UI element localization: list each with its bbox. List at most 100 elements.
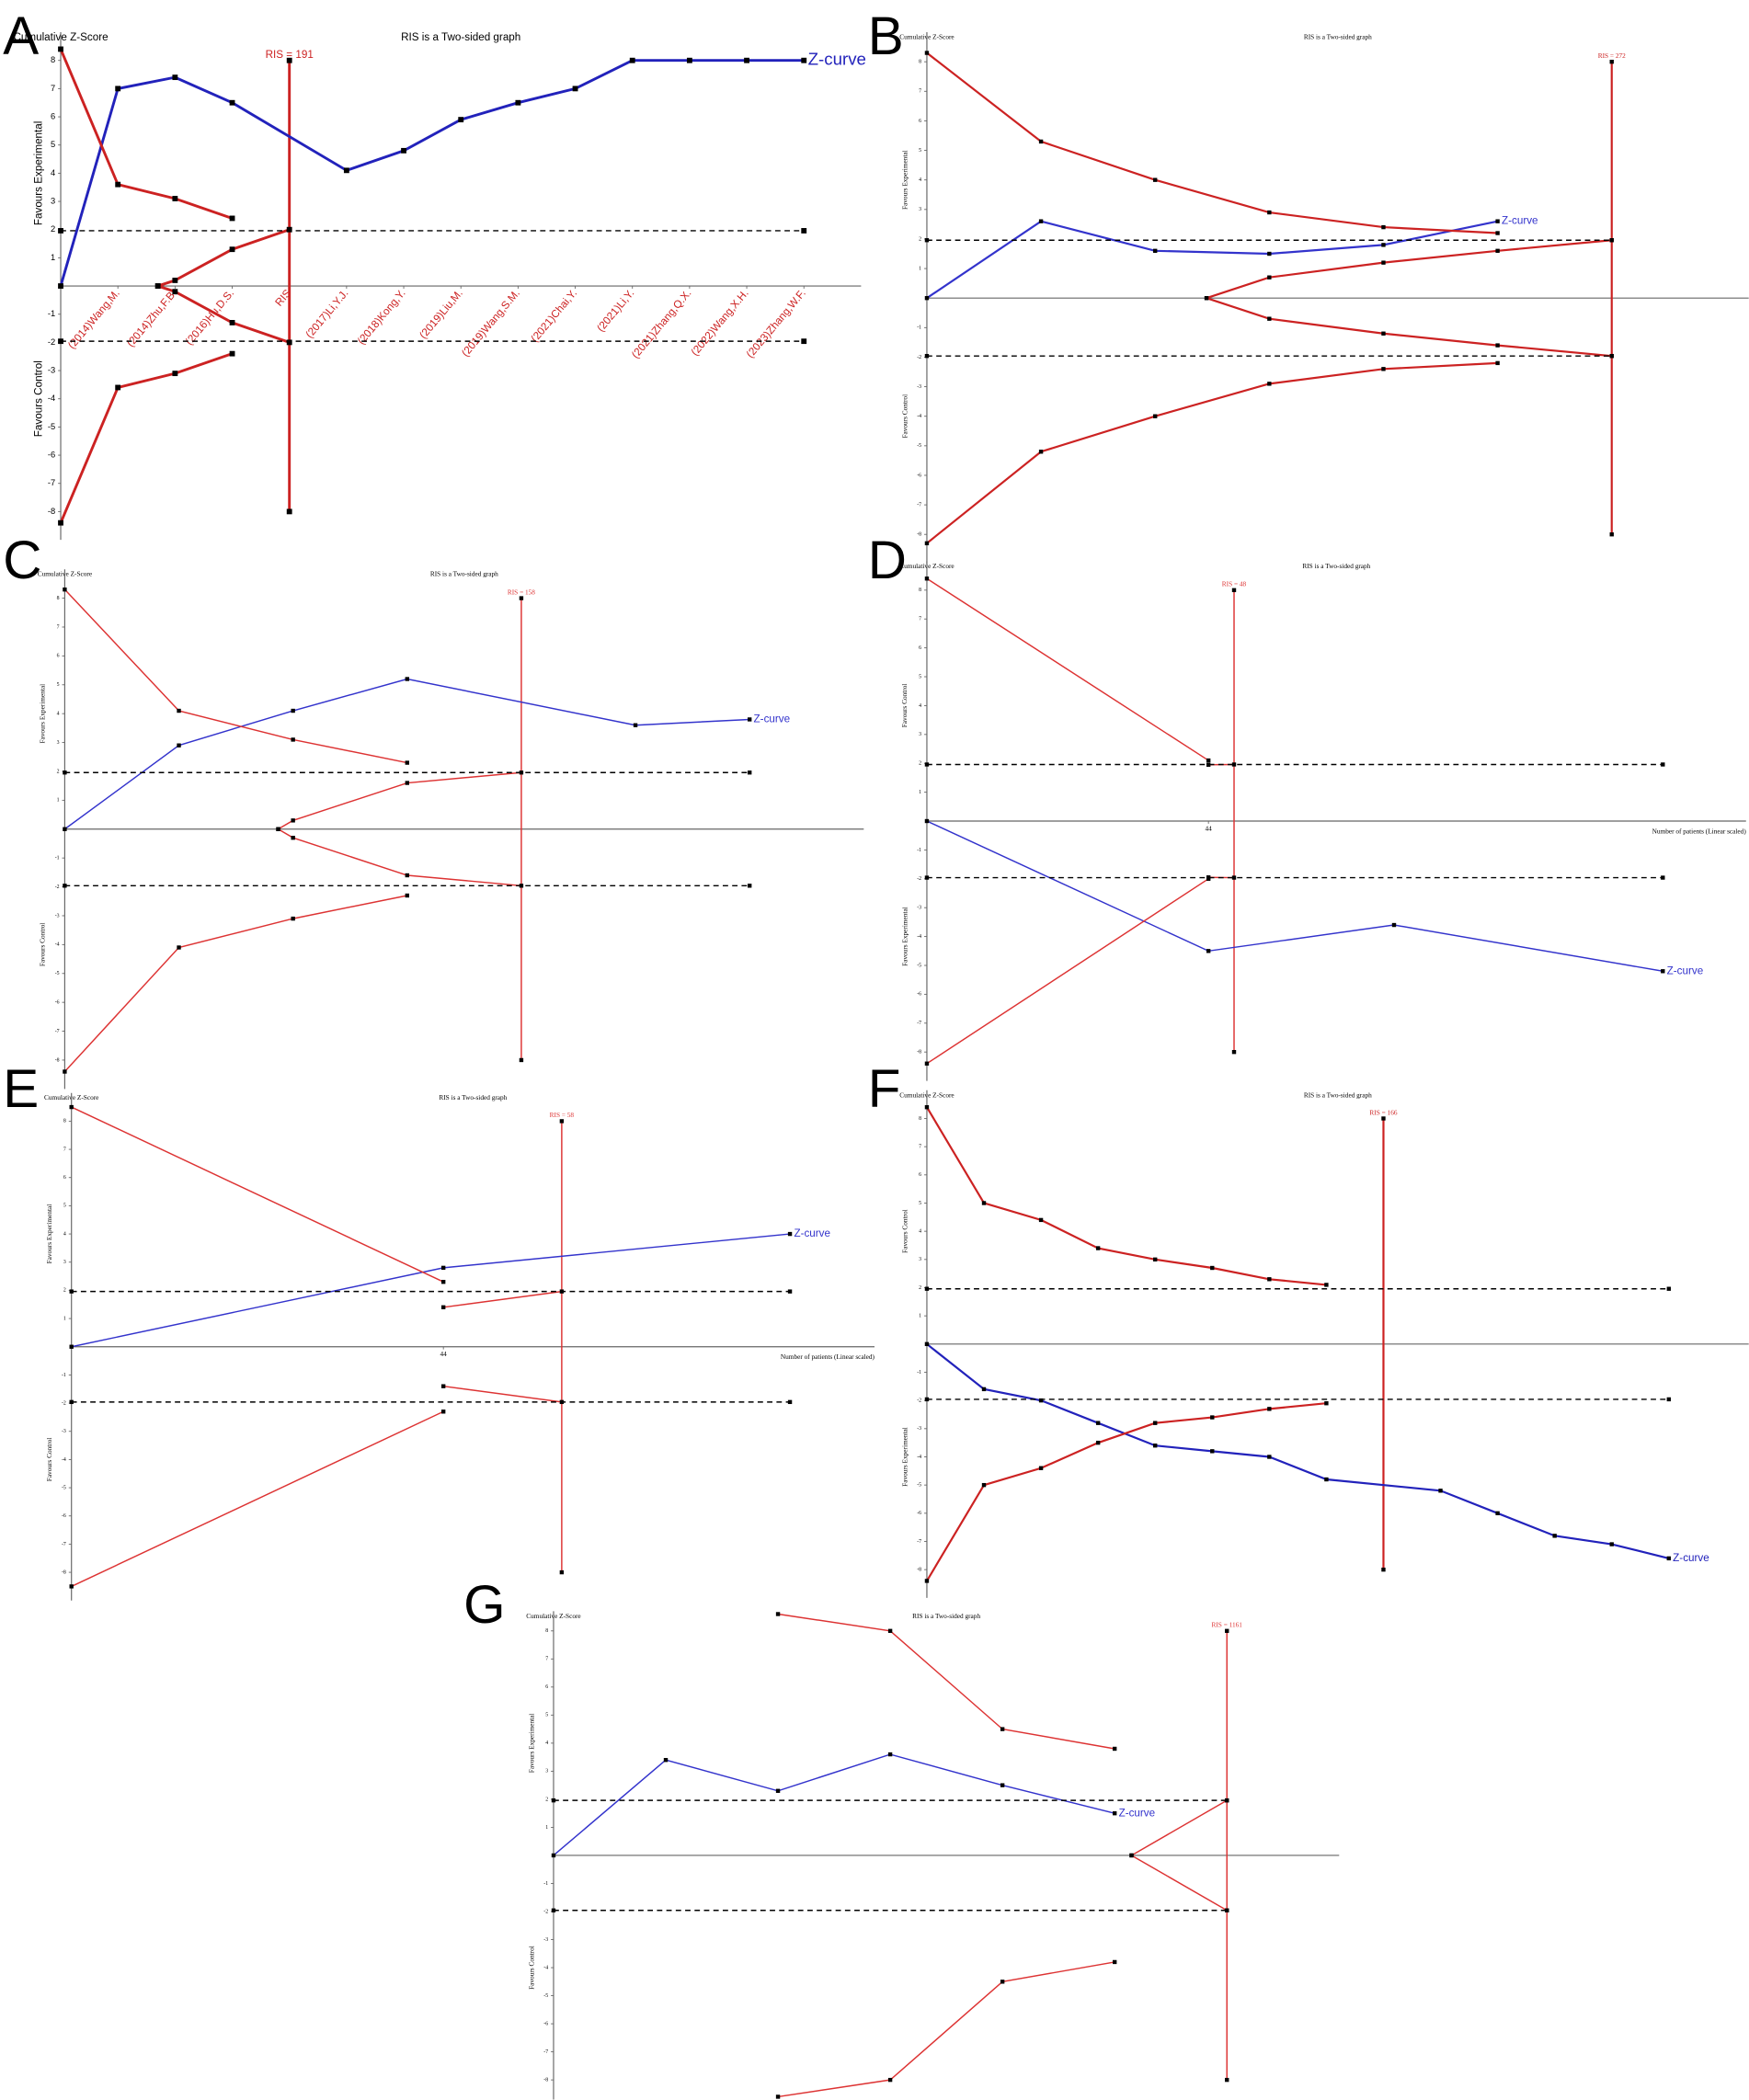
point — [1000, 1727, 1005, 1731]
point — [1038, 219, 1044, 223]
point — [1113, 1959, 1117, 1965]
boundary — [278, 771, 521, 830]
z-curve — [926, 820, 1663, 972]
point — [801, 338, 807, 345]
y-tick-label: -3 — [55, 913, 60, 919]
y-tick-label: 2 — [919, 1285, 921, 1291]
point — [981, 1482, 987, 1488]
panel-letter: F — [868, 1059, 901, 1119]
ris-end — [1225, 2077, 1229, 2083]
point — [981, 1201, 987, 1205]
z-curve-label: Z-curve — [1502, 215, 1538, 227]
point — [440, 1384, 446, 1388]
lower-label: Favours Control — [900, 394, 909, 439]
point — [1267, 275, 1272, 280]
y-tick-label: -6 — [55, 1000, 60, 1006]
y-tick-label: -6 — [917, 473, 921, 478]
boundary — [926, 577, 1209, 761]
boundary — [443, 1385, 562, 1403]
z-curve — [553, 1753, 1115, 1856]
point — [69, 1104, 74, 1110]
point — [1204, 296, 1209, 301]
boundary — [926, 51, 1498, 234]
y-tick-label: -3 — [48, 366, 55, 375]
point — [1495, 231, 1500, 235]
boundary — [157, 284, 291, 344]
upper-label: Favours Control — [900, 684, 909, 728]
lower-label: Favours Experimental — [900, 1427, 909, 1487]
point — [551, 1853, 556, 1858]
x-tick-label: (2021)Li,Y. — [595, 287, 637, 334]
y-tick-label: -8 — [917, 1050, 921, 1056]
point — [787, 1289, 793, 1294]
y-tick-label: -7 — [48, 478, 55, 487]
y-tick-label: -8 — [55, 1057, 60, 1063]
y-tick-label: 6 — [545, 1684, 548, 1690]
y-tick-label: -8 — [543, 2077, 548, 2083]
y-tick-label: 5 — [545, 1713, 548, 1718]
upper-label: Favours Experimental — [900, 150, 909, 210]
x-tick-label: (2018)Kong,Y. — [355, 287, 407, 347]
point — [172, 289, 178, 295]
x-axis-label: Number of patients (Linear scaled) — [1652, 827, 1747, 835]
y-tick-label: 2 — [57, 769, 60, 774]
boundary — [926, 1402, 1327, 1581]
x-tick-label: (2021)Chai,Y. — [529, 287, 579, 344]
y-tick-label: -5 — [917, 443, 921, 449]
point — [1391, 922, 1397, 928]
y-tick-label: -1 — [48, 309, 55, 318]
y-tick-label: 8 — [545, 1628, 548, 1634]
point — [887, 2077, 893, 2083]
y-tick-label: 3 — [919, 207, 921, 212]
point — [63, 770, 67, 775]
y-tick-label: -1 — [917, 848, 921, 853]
y-tick-label: -8 — [48, 507, 55, 516]
y-tick-label: 5 — [919, 674, 921, 679]
boundary — [157, 228, 291, 288]
point — [551, 1908, 556, 1912]
point — [229, 215, 235, 222]
point — [1038, 450, 1044, 454]
y-tick-label: -2 — [62, 1400, 66, 1406]
point — [1381, 260, 1386, 265]
y-tick-label: 8 — [919, 60, 921, 65]
y-tick-label: 8 — [919, 1116, 921, 1122]
z-curve — [63, 678, 750, 830]
point — [291, 708, 295, 713]
point — [1267, 382, 1272, 386]
point — [69, 1399, 74, 1405]
point — [58, 46, 63, 52]
point — [172, 371, 178, 377]
y-tick-label: 5 — [57, 682, 60, 688]
y-tick-label: -6 — [62, 1513, 66, 1519]
point — [440, 1305, 446, 1309]
boundary — [777, 1961, 1115, 2098]
point — [1609, 353, 1614, 359]
panel-letter: E — [3, 1059, 39, 1119]
point — [58, 338, 63, 345]
point — [572, 86, 578, 92]
point — [115, 181, 121, 188]
ris-label: RIS = 48 — [1222, 580, 1247, 588]
y-tick-label: -4 — [48, 394, 55, 403]
point — [1267, 210, 1272, 215]
point — [1153, 1257, 1158, 1262]
point — [343, 167, 349, 174]
point — [291, 835, 295, 840]
y-tick-label: 3 — [545, 1769, 548, 1775]
point — [1210, 1449, 1215, 1454]
point — [229, 246, 235, 253]
upper-label: Favours Experimental — [45, 1204, 53, 1264]
point — [1113, 1810, 1117, 1816]
upper-label: Favours Experimental — [527, 1714, 535, 1774]
z-curve-label: Z-curve — [794, 1227, 830, 1239]
point — [1038, 139, 1044, 144]
point — [775, 1612, 781, 1616]
x-tick-label: 44 — [1206, 824, 1213, 832]
point — [1153, 248, 1158, 253]
point — [924, 1579, 930, 1583]
point — [440, 1265, 446, 1271]
point — [172, 278, 178, 283]
boundary — [926, 878, 1209, 1065]
